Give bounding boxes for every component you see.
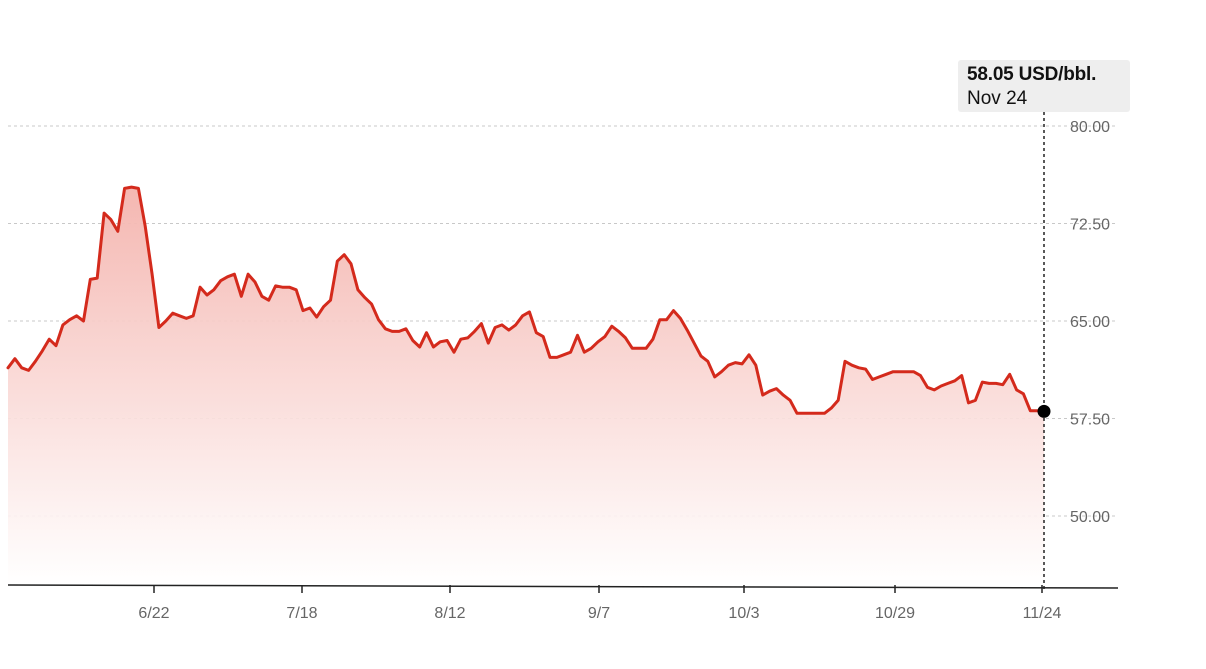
price-tooltip: 58.05 USD/bbl. Nov 24 [958,60,1130,112]
x-tick-label: 10/29 [875,605,915,622]
x-axis-line [7,584,1119,589]
x-tick-label: 10/3 [728,605,759,622]
tooltip-date: Nov 24 [967,88,1028,109]
y-axis-tick-labels: 80.00 72.50 65.00 57.50 50.00 [1070,119,1110,526]
x-axis: 6/22 7/18 8/12 9/7 10/3 10/29 11/24 [7,584,1119,622]
tooltip-price: 58.05 USD/bbl. [967,64,1097,85]
y-tick-label: 72.50 [1070,217,1110,234]
x-tick-label: 6/22 [138,605,169,622]
highlighted-point-marker[interactable] [1037,404,1051,418]
price-series-line [6,185,1046,415]
y-tick-label: 80.00 [1070,119,1110,136]
x-tick-label: 7/18 [286,605,317,622]
x-tick-label: 9/7 [588,605,610,622]
x-tick-label: 8/12 [434,605,465,622]
y-tick-label: 50.00 [1070,509,1110,526]
y-tick-label: 65.00 [1070,314,1110,331]
x-tick-label: 11/24 [1023,605,1062,622]
y-tick-label: 57.50 [1070,412,1110,429]
price-area-fill [8,187,1044,585]
